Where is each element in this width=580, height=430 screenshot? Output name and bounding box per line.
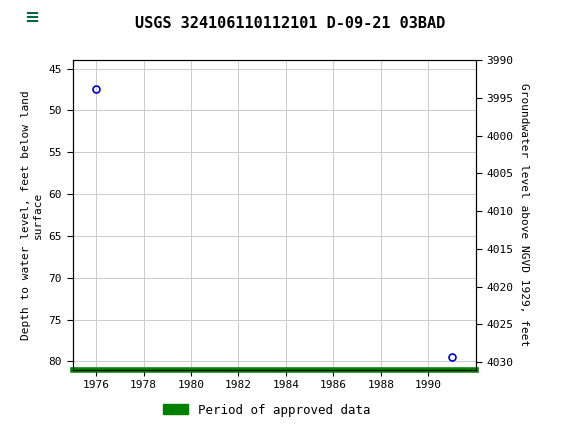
Y-axis label: Groundwater level above NGVD 1929, feet: Groundwater level above NGVD 1929, feet: [519, 83, 528, 347]
Text: USGS 324106110112101 D-09-21 03BAD: USGS 324106110112101 D-09-21 03BAD: [135, 16, 445, 31]
FancyBboxPatch shape: [6, 3, 58, 32]
Legend: Period of approved data: Period of approved data: [158, 399, 376, 421]
Y-axis label: Depth to water level, feet below land
surface: Depth to water level, feet below land su…: [21, 90, 43, 340]
Text: ≡: ≡: [24, 9, 39, 27]
Text: USGS: USGS: [78, 10, 115, 25]
